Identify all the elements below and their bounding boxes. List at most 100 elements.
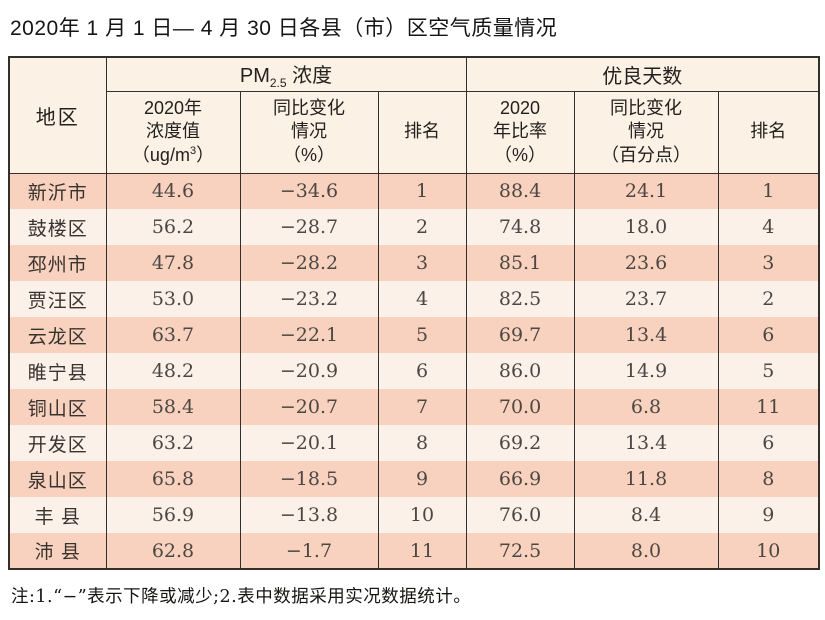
- cell-good-rank: 1: [717, 173, 820, 209]
- cell-good-ratio: 74.8: [465, 209, 575, 245]
- pm-change-header-line1: 同比变化: [273, 97, 345, 118]
- cell-pm-change: −20.7: [239, 389, 378, 425]
- cell-pm-value: 62.8: [105, 533, 240, 569]
- cell-good-change: 14.9: [573, 353, 719, 389]
- cell-good-rank: 11: [717, 389, 820, 425]
- cell-good-change: 24.1: [573, 173, 719, 209]
- cell-region: 邳州市: [9, 245, 106, 281]
- cell-pm-rank: 7: [377, 389, 467, 425]
- table-row: 开发区 63.2 −20.1 8 69.2 13.4 6: [9, 425, 820, 461]
- cell-pm-rank: 1: [377, 173, 467, 209]
- good-ratio-header-line3: （%）: [494, 144, 547, 165]
- cell-region: 新沂市: [9, 173, 106, 209]
- cell-good-ratio: 82.5: [465, 281, 575, 317]
- cell-good-change: 8.0: [573, 533, 719, 569]
- cell-good-ratio: 70.0: [465, 389, 575, 425]
- cell-pm-value: 65.8: [105, 461, 240, 497]
- cell-good-change: 6.8: [573, 389, 719, 425]
- cell-pm-change: −22.1: [239, 317, 378, 353]
- cell-good-ratio: 88.4: [465, 173, 575, 209]
- table-row: 沛 县 62.8 −1.7 11 72.5 8.0 10: [9, 533, 820, 569]
- cell-region: 铜山区: [9, 389, 106, 425]
- good-change-header-line3: （百分点）: [601, 144, 692, 165]
- cell-pm-change: −34.6: [239, 173, 378, 209]
- cell-region: 鼓楼区: [9, 209, 106, 245]
- cell-pm-value: 44.6: [105, 173, 240, 209]
- cell-pm-change: −18.5: [239, 461, 378, 497]
- table-header: 地区 PM2.5 浓度 优良天数 2020年 浓度值 （ug/m3） 同比变化 …: [8, 56, 820, 174]
- cell-good-ratio: 69.2: [465, 425, 575, 461]
- table-body: 新沂市 44.6 −34.6 1 88.4 24.1 1 鼓楼区 56.2 −28.7 2 74.8 1…: [9, 173, 820, 569]
- pm-rank-header: 排名: [377, 90, 467, 174]
- pm-value-header-line2: 浓度值: [146, 121, 200, 142]
- cell-good-rank: 4: [717, 209, 820, 245]
- air-quality-table: 地区 PM2.5 浓度 优良天数 2020年 浓度值 （ug/m3） 同比变化 …: [8, 56, 821, 570]
- cell-good-change: 23.6: [573, 245, 719, 281]
- cell-pm-rank: 5: [377, 317, 467, 353]
- cell-good-change: 13.4: [573, 317, 719, 353]
- good-rank-header: 排名: [717, 90, 820, 174]
- cell-good-ratio: 69.7: [465, 317, 575, 353]
- table-row: 泉山区 65.8 −18.5 9 66.9 11.8 8: [9, 461, 820, 497]
- cell-good-rank: 3: [717, 245, 820, 281]
- pm-label-suffix: 浓度: [286, 64, 333, 87]
- cell-pm-rank: 6: [377, 353, 467, 389]
- cell-good-change: 8.4: [573, 497, 719, 533]
- cell-pm-change: −13.8: [239, 497, 378, 533]
- cell-pm-rank: 8: [377, 425, 467, 461]
- page-title: 2020年 1 月 1 日— 4 月 30 日各县（市）区空气质量情况: [10, 17, 558, 40]
- cell-good-change: 23.7: [573, 281, 719, 317]
- cell-region: 贾汪区: [9, 281, 106, 317]
- cell-pm-rank: 3: [377, 245, 467, 281]
- cell-region: 丰 县: [9, 497, 106, 533]
- pm-value-header: 2020年 浓度值 （ug/m3）: [105, 90, 241, 174]
- cell-good-change: 18.0: [573, 209, 719, 245]
- cell-good-rank: 5: [717, 353, 820, 389]
- cell-pm-change: −28.2: [239, 245, 378, 281]
- cell-pm-rank: 9: [377, 461, 467, 497]
- cell-pm-value: 63.2: [105, 425, 240, 461]
- cell-good-change: 11.8: [573, 461, 719, 497]
- table-row: 新沂市 44.6 −34.6 1 88.4 24.1 1: [9, 173, 820, 209]
- cell-good-rank: 6: [717, 425, 820, 461]
- pm-label-prefix: PM: [239, 64, 270, 87]
- good-ratio-header-line1: 2020: [499, 97, 541, 118]
- region-header-cell: 地区: [8, 56, 107, 174]
- cell-pm-value: 48.2: [105, 353, 240, 389]
- cell-good-ratio: 86.0: [465, 353, 575, 389]
- pm-value-header-unit: （ug/m: [131, 144, 190, 165]
- pm-label-subscript: 2.5: [269, 75, 287, 90]
- good-change-header-line2: 情况: [628, 121, 665, 142]
- cell-pm-rank: 10: [377, 497, 467, 533]
- cell-pm-change: −23.2: [239, 281, 378, 317]
- pm-change-header-line2: 情况: [291, 121, 327, 142]
- table-row: 鼓楼区 56.2 −28.7 2 74.8 18.0 4: [9, 209, 820, 245]
- cell-pm-value: 47.8: [105, 245, 240, 281]
- cell-good-rank: 8: [717, 461, 820, 497]
- cell-good-change: 13.4: [573, 425, 719, 461]
- pm25-group-header: PM2.5 浓度: [105, 56, 467, 92]
- footnote: 注:1.“−”表示下降或减少;2.表中数据采用实况数据统计。: [11, 587, 472, 607]
- cell-pm-value: 56.2: [105, 209, 240, 245]
- cell-good-rank: 6: [717, 317, 820, 353]
- pm-change-header: 同比变化 情况 （%）: [239, 90, 379, 174]
- good-days-group-header: 优良天数: [465, 56, 820, 92]
- cell-region: 泉山区: [9, 461, 106, 497]
- cell-region: 云龙区: [9, 317, 106, 353]
- cell-good-rank: 9: [717, 497, 820, 533]
- table-row: 云龙区 63.7 −22.1 5 69.7 13.4 6: [9, 317, 820, 353]
- table-row: 丰 县 56.9 −13.8 10 76.0 8.4 9: [9, 497, 820, 533]
- cell-pm-value: 56.9: [105, 497, 240, 533]
- table-row: 铜山区 58.4 −20.7 7 70.0 6.8 11: [9, 389, 820, 425]
- table-row: 睢宁县 48.2 −20.9 6 86.0 14.9 5: [9, 353, 820, 389]
- cell-good-ratio: 85.1: [465, 245, 575, 281]
- good-change-header: 同比变化 情况 （百分点）: [573, 90, 719, 174]
- cell-pm-change: −20.9: [239, 353, 378, 389]
- cell-good-rank: 2: [717, 281, 820, 317]
- cell-region: 睢宁县: [9, 353, 106, 389]
- good-change-header-line1: 同比变化: [610, 97, 683, 118]
- sub-header-row: 2020年 浓度值 （ug/m3） 同比变化 情况 （%） 排名 2020 年比…: [9, 90, 820, 174]
- cell-good-ratio: 72.5: [465, 533, 575, 569]
- cell-pm-value: 58.4: [105, 389, 240, 425]
